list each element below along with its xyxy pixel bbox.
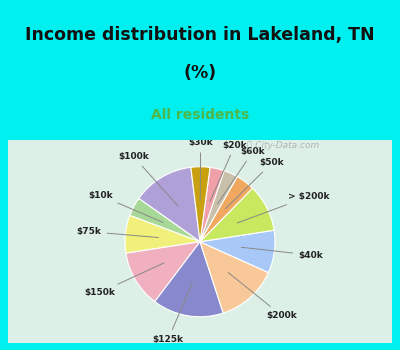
Text: > $200k: > $200k bbox=[237, 192, 330, 223]
Text: $125k: $125k bbox=[153, 283, 192, 344]
Wedge shape bbox=[200, 167, 224, 242]
Text: $30k: $30k bbox=[188, 138, 213, 200]
Wedge shape bbox=[155, 242, 223, 317]
Text: Income distribution in Lakeland, TN: Income distribution in Lakeland, TN bbox=[25, 26, 375, 44]
Wedge shape bbox=[126, 242, 200, 302]
Wedge shape bbox=[191, 167, 210, 242]
Text: $75k: $75k bbox=[77, 227, 158, 238]
Wedge shape bbox=[139, 167, 200, 242]
Wedge shape bbox=[200, 177, 252, 242]
Wedge shape bbox=[200, 230, 275, 273]
Wedge shape bbox=[200, 188, 274, 242]
Text: $60k: $60k bbox=[218, 147, 265, 204]
Wedge shape bbox=[125, 215, 200, 253]
Text: ⓘ City-Data.com: ⓘ City-Data.com bbox=[246, 141, 319, 150]
Text: (%): (%) bbox=[184, 64, 216, 82]
Text: $20k: $20k bbox=[210, 141, 247, 201]
Text: $40k: $40k bbox=[242, 247, 323, 259]
Text: All residents: All residents bbox=[151, 108, 249, 122]
Wedge shape bbox=[200, 242, 268, 313]
Wedge shape bbox=[130, 198, 200, 242]
Text: $150k: $150k bbox=[84, 263, 164, 297]
Text: $50k: $50k bbox=[226, 158, 284, 209]
Text: $10k: $10k bbox=[88, 191, 163, 222]
Text: $200k: $200k bbox=[228, 273, 297, 320]
Text: $100k: $100k bbox=[118, 152, 178, 206]
Wedge shape bbox=[200, 171, 237, 242]
